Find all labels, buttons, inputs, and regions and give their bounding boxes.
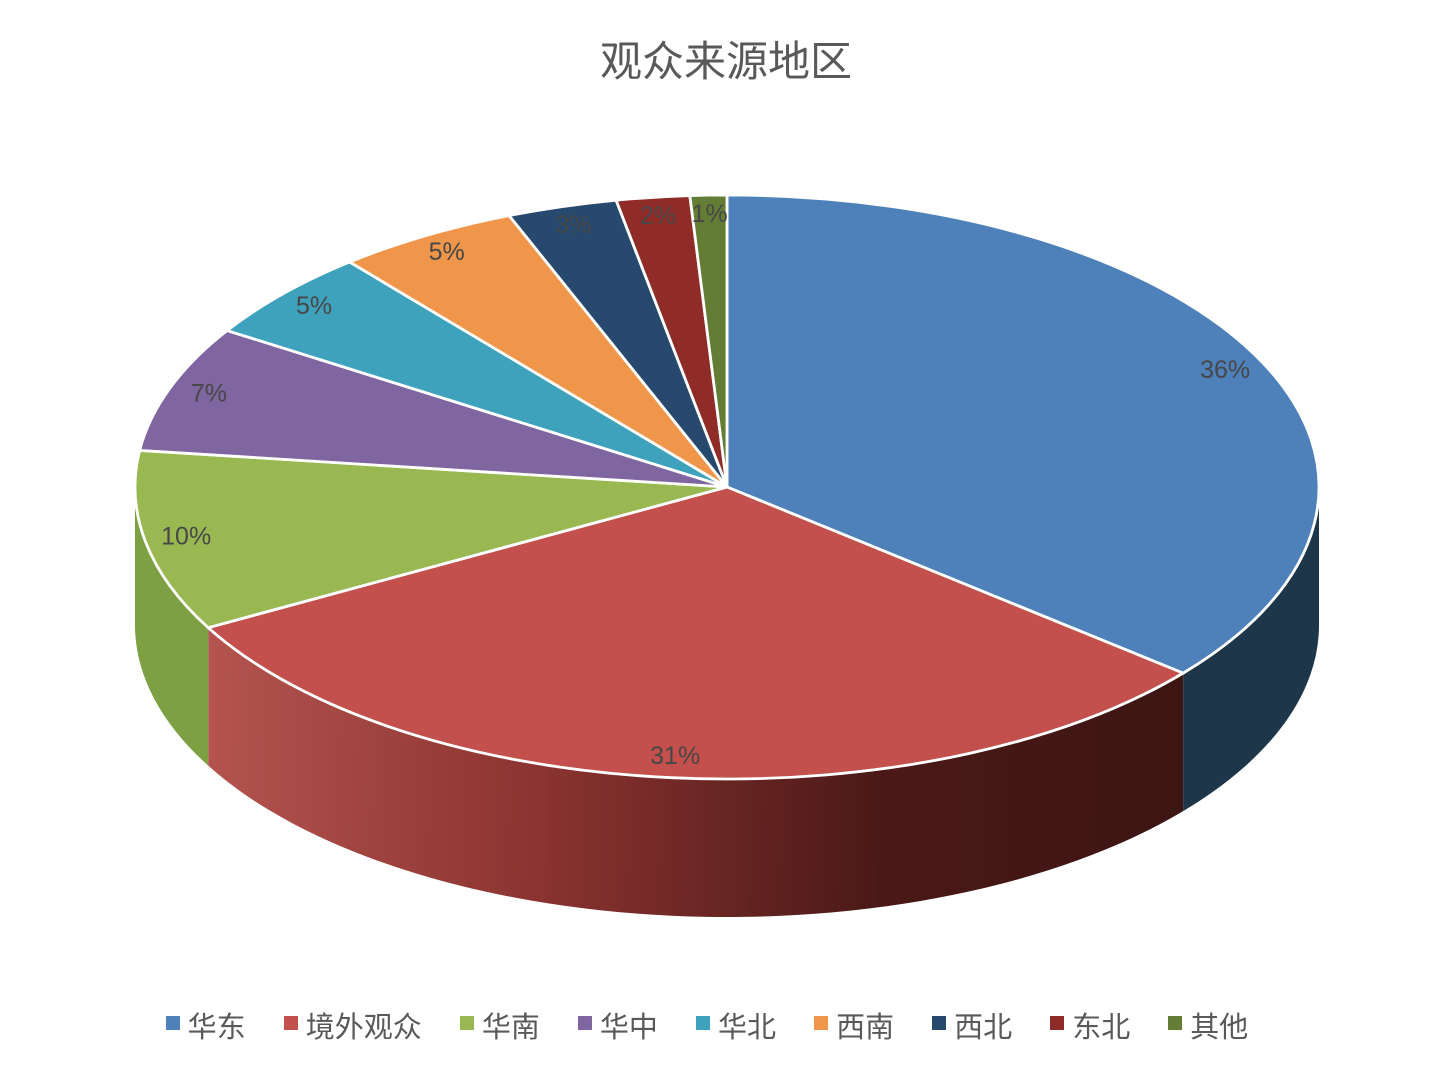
svg-text:2%: 2% bbox=[640, 202, 676, 230]
svg-text:3%: 3% bbox=[555, 211, 591, 239]
svg-text:10%: 10% bbox=[161, 522, 211, 550]
svg-text:5%: 5% bbox=[429, 238, 465, 266]
svg-text:5%: 5% bbox=[296, 292, 332, 320]
svg-text:36%: 36% bbox=[1200, 356, 1250, 384]
svg-text:31%: 31% bbox=[650, 742, 700, 770]
svg-text:7%: 7% bbox=[191, 380, 227, 408]
svg-text:1%: 1% bbox=[692, 200, 728, 228]
